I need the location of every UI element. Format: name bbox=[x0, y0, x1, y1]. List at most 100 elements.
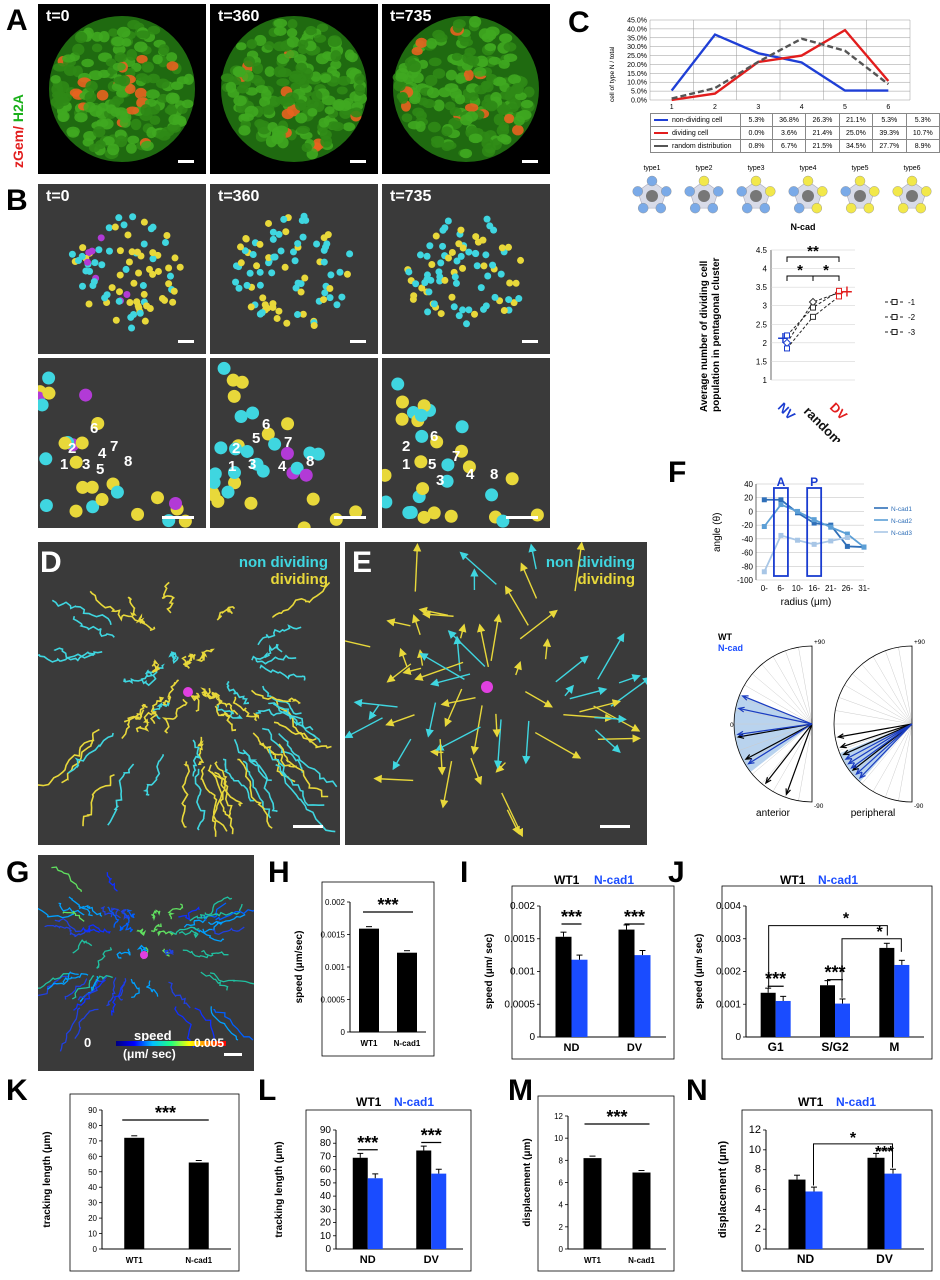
table-row: random distribution 0.8% 6.7% 21.5% 34.5% 27.… bbox=[649, 139, 940, 153]
displacement-vector bbox=[425, 702, 437, 738]
cell-sphere bbox=[240, 444, 254, 458]
speed-track bbox=[136, 944, 148, 953]
x-category-label: N-cad1 bbox=[628, 1256, 655, 1265]
cell-track bbox=[237, 758, 273, 829]
run-line bbox=[786, 290, 840, 336]
panel-h-chart: 0 0.0005 0.001 0.0015 0.002 speed (μm/sec) WT1… bbox=[294, 881, 435, 1057]
y-tick-label: 0.004 bbox=[716, 901, 741, 912]
y-tick-label: 10 bbox=[320, 1231, 332, 1242]
scale-bar bbox=[178, 160, 194, 163]
neighbor-cell bbox=[707, 202, 719, 214]
panel-label-f: F bbox=[668, 456, 687, 489]
run-marker-triangle bbox=[784, 345, 790, 352]
displacement-vector bbox=[493, 719, 503, 769]
center-cell bbox=[906, 190, 918, 202]
panel-g-speed-image: speed 0 0.005 (μm/ sec) bbox=[38, 855, 254, 1071]
direction-arrow bbox=[840, 723, 913, 748]
speed-track bbox=[100, 905, 115, 918]
legend-ncad: N-cad1 bbox=[394, 1095, 434, 1109]
y-tick-label: 4 bbox=[755, 1203, 761, 1215]
cell-sphere bbox=[139, 282, 147, 290]
cell-track bbox=[168, 651, 179, 664]
nucleus bbox=[395, 72, 409, 82]
ncad-category-label: DV bbox=[827, 400, 851, 424]
y-tick-label: 4.5 bbox=[756, 246, 768, 255]
cell-track bbox=[123, 703, 148, 723]
cell-sphere bbox=[505, 296, 513, 304]
displacement-vector bbox=[345, 717, 383, 739]
table-cell: 36.8% bbox=[771, 113, 807, 127]
cell-number-label: 3 bbox=[436, 472, 445, 489]
x-category-label: ND bbox=[360, 1254, 376, 1266]
cell-track bbox=[232, 696, 260, 722]
panel-n-chart: 0 2 4 6 8 10 12 displacement (μm) WT1 N-cad1 ND DV *… bbox=[717, 1095, 933, 1272]
nucleus bbox=[91, 43, 103, 53]
sphere-zoom-cells bbox=[38, 371, 192, 528]
speed-track bbox=[178, 929, 199, 939]
angle-spoke bbox=[798, 647, 813, 725]
cell-track bbox=[250, 689, 302, 705]
table-cell: 39.3% bbox=[872, 126, 907, 140]
table-row: non-dividing cell 5.3% 36.8% 26.3% 21.1% 5.3%… bbox=[649, 113, 940, 127]
nucleus bbox=[276, 53, 290, 65]
y-axis-label: speed (μm/ sec) bbox=[694, 934, 705, 1010]
legend-label: -3 bbox=[908, 328, 916, 337]
cell-sphere bbox=[486, 222, 494, 230]
y-tick-label: 60 bbox=[88, 1152, 97, 1161]
displacement-vector bbox=[470, 757, 483, 786]
series-name: non-dividing cell bbox=[672, 116, 723, 124]
speed-track bbox=[119, 912, 130, 932]
y-tick-label: 4 bbox=[763, 265, 768, 274]
y-tick-label: 70 bbox=[320, 1151, 332, 1162]
sphere-plot-cells bbox=[68, 213, 184, 332]
center-cell bbox=[750, 190, 762, 202]
panel-k-chart: 0 10 20 30 40 50 60 70 80 90 tracking length (μm) W… bbox=[42, 1093, 240, 1272]
angle-spoke bbox=[772, 723, 813, 792]
cell-sphere bbox=[108, 284, 116, 292]
y-tick-label: 25.0% bbox=[627, 53, 647, 60]
angle-marker bbox=[778, 497, 784, 503]
nucleus bbox=[271, 132, 284, 145]
x-category-label: DV bbox=[424, 1254, 440, 1266]
nucleus bbox=[407, 60, 421, 73]
cell-sphere bbox=[281, 417, 295, 431]
direction-arrow bbox=[845, 723, 913, 760]
y-axis-label: cell of type N / total bbox=[609, 46, 616, 102]
arrow-head bbox=[737, 706, 745, 713]
speed-track bbox=[110, 907, 121, 919]
x-tick-label: 31- bbox=[858, 584, 870, 593]
cell-track bbox=[210, 771, 234, 835]
cell-sphere bbox=[269, 235, 277, 243]
cell-sphere bbox=[432, 232, 440, 240]
displacement-vector bbox=[440, 697, 476, 708]
nucleus bbox=[441, 142, 453, 152]
panel-c-ncad-chart: N-cad 1 1.5 2 2.5 3 3.5 4 4.5 Average number of d… bbox=[699, 222, 916, 442]
bar-ncad1 bbox=[188, 1162, 209, 1249]
cell-sphere bbox=[165, 280, 173, 288]
cell-sphere bbox=[409, 295, 417, 303]
cell-track bbox=[197, 736, 205, 766]
displacement-vector bbox=[492, 713, 501, 738]
y-tick-label: 10.0% bbox=[627, 80, 647, 87]
cell-sphere bbox=[530, 508, 544, 522]
nucleus bbox=[422, 98, 436, 109]
cell-sphere bbox=[321, 289, 329, 297]
polar-peripheral: peripheral +90 -90 bbox=[833, 639, 925, 819]
nucleus bbox=[468, 15, 482, 28]
cell-track bbox=[67, 732, 114, 774]
cell-sphere bbox=[462, 460, 476, 474]
nucleus bbox=[514, 92, 527, 101]
cell-sphere bbox=[112, 316, 120, 324]
cell-sphere bbox=[300, 212, 308, 220]
y-tick-label: 45.0% bbox=[627, 18, 647, 25]
nucleus bbox=[464, 103, 479, 112]
table-cell: 5.3% bbox=[905, 113, 940, 127]
displacement-vector bbox=[569, 686, 608, 700]
panel-label-i: I bbox=[460, 856, 469, 889]
panel-e-vector-image: non dividing dividing bbox=[345, 542, 647, 845]
direction-arrow bbox=[843, 723, 913, 756]
cell-sphere bbox=[126, 299, 134, 307]
nucleus bbox=[434, 136, 445, 148]
scale-bar bbox=[600, 825, 630, 828]
cell-track bbox=[82, 773, 115, 827]
